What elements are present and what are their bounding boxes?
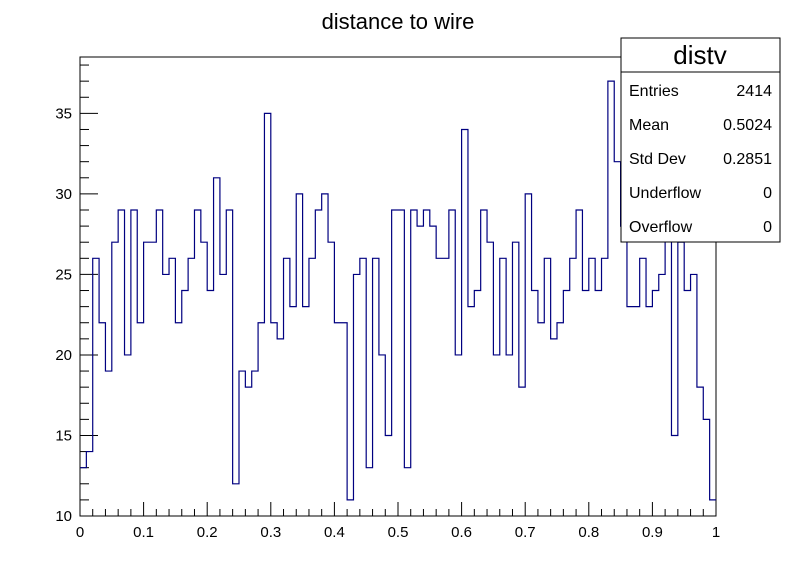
y-tick-label: 35 (55, 105, 72, 122)
stats-box-title: distv (673, 40, 726, 70)
stats-overflow-label: Overflow (629, 219, 693, 236)
y-tick-label: 25 (55, 266, 72, 283)
stats-entries-label: Entries (629, 83, 679, 100)
stats-box: distv Entries 2414 Mean 0.5024 Std Dev 0… (620, 37, 781, 243)
x-tick-label: 0.5 (388, 524, 409, 541)
stats-underflow-label: Underflow (629, 185, 701, 202)
x-tick-label: 0.1 (133, 524, 154, 541)
stats-stddev-value: 0.2851 (723, 151, 772, 168)
x-tick-label: 0.6 (451, 524, 472, 541)
x-tick-label: 0.2 (197, 524, 218, 541)
y-tick-label: 15 (55, 427, 72, 444)
y-tick-label: 20 (55, 347, 72, 364)
stats-mean-label: Mean (629, 117, 669, 134)
x-axis: 0 0.1 0.2 0.3 0.4 0.5 0.6 0.7 0.8 0.9 1 (76, 502, 720, 541)
x-tick-label: 0.8 (578, 524, 599, 541)
y-tick-label: 10 (55, 508, 72, 525)
x-tick-label: 0.4 (324, 524, 345, 541)
histogram-series-line (80, 80, 716, 501)
stats-underflow-value: 0 (763, 185, 772, 202)
stats-stddev-label: Std Dev (629, 151, 686, 168)
chart-title: distance to wire (322, 9, 475, 34)
x-tick-label: 0.9 (642, 524, 663, 541)
stats-entries-value: 2414 (736, 83, 772, 100)
x-tick-label: 0.3 (260, 524, 281, 541)
y-tick-label: 30 (55, 186, 72, 203)
x-tick-label: 0 (76, 524, 84, 541)
x-tick-label: 0.7 (515, 524, 536, 541)
y-axis: 10 15 20 25 30 35 (55, 64, 98, 525)
x-tick-label: 1 (712, 524, 720, 541)
stats-overflow-value: 0 (763, 219, 772, 236)
stats-mean-value: 0.5024 (723, 117, 772, 134)
